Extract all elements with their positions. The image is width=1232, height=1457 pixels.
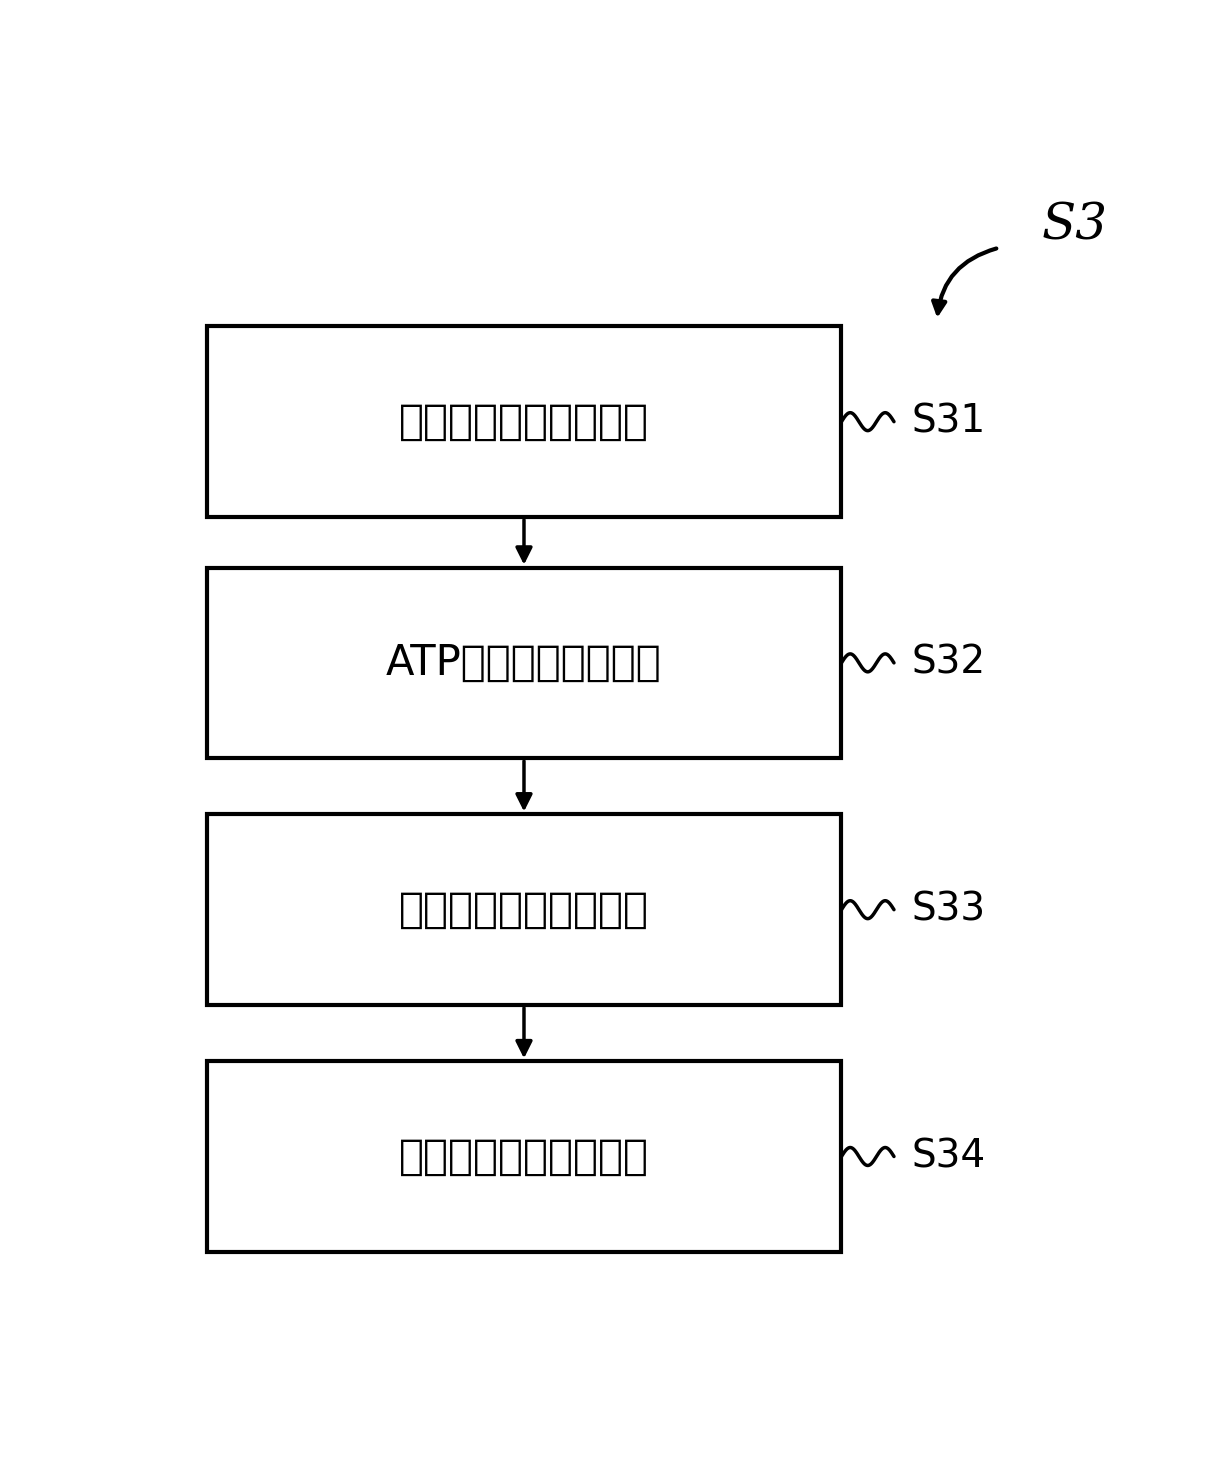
FancyBboxPatch shape	[207, 326, 841, 517]
Text: S34: S34	[912, 1138, 986, 1176]
Text: 呼吸最大潜能值的检测: 呼吸最大潜能值的检测	[399, 1135, 649, 1177]
FancyBboxPatch shape	[207, 1061, 841, 1252]
Text: ATP关联呼吸值的检测: ATP关联呼吸值的检测	[386, 643, 662, 683]
Text: S33: S33	[912, 890, 986, 928]
Text: S31: S31	[912, 402, 986, 440]
Text: 呼吸水平基础值的检测: 呼吸水平基础值的检测	[399, 401, 649, 443]
FancyArrowPatch shape	[933, 249, 997, 313]
Text: 呼吸能力储备值的检测: 呼吸能力储备值的检测	[399, 889, 649, 931]
FancyBboxPatch shape	[207, 814, 841, 1005]
Text: S3: S3	[1042, 201, 1108, 251]
FancyBboxPatch shape	[207, 568, 841, 758]
Text: S32: S32	[912, 644, 986, 682]
